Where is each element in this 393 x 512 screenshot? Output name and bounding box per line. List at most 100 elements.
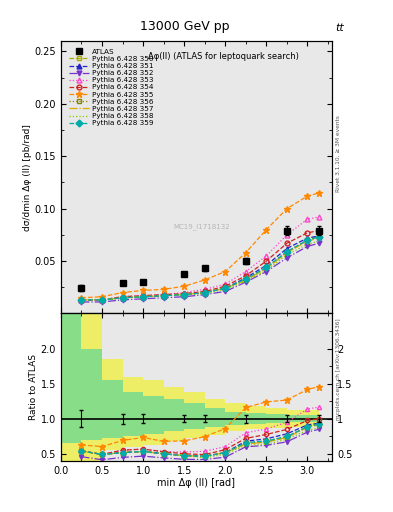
X-axis label: min Δφ (ll) [rad]: min Δφ (ll) [rad] [158,478,235,488]
Pythia 6.428 354 [120,294,125,300]
Pythia 6.428 358 [243,278,248,284]
Pythia 6.428 355 [182,283,187,289]
Pythia 6.428 351 [223,285,228,291]
Pythia 6.428 356 [202,289,207,295]
Pythia 6.428 359 [182,291,187,297]
Pythia 6.428 357 [202,289,207,295]
Pythia 6.428 355 [305,193,310,199]
Pythia 6.428 350 [161,292,166,298]
Pythia 6.428 356 [305,237,310,243]
Pythia 6.428 357 [161,292,166,298]
Pythia 6.428 356 [100,297,105,303]
Pythia 6.428 352 [100,299,105,305]
Pythia 6.428 355 [285,206,289,212]
Pythia 6.428 356 [161,292,166,298]
Pythia 6.428 358 [100,297,105,303]
Pythia 6.428 351 [264,262,269,268]
Pythia 6.428 350 [285,250,289,256]
Pythia 6.428 351 [100,297,105,303]
Pythia 6.428 358 [305,241,310,247]
Line: Pythia 6.428 351: Pythia 6.428 351 [79,233,321,302]
Pythia 6.428 355 [141,287,145,293]
Pythia 6.428 357 [264,265,269,271]
Pythia 6.428 355 [317,190,321,196]
Pythia 6.428 351 [305,235,310,241]
Pythia 6.428 353 [182,289,187,295]
Pythia 6.428 358 [161,292,166,298]
Pythia 6.428 351 [317,233,321,239]
Pythia 6.428 356 [243,276,248,282]
Pythia 6.428 358 [79,297,84,303]
Y-axis label: dσ/dmin Δφ (ll) [pb/rad]: dσ/dmin Δφ (ll) [pb/rad] [23,124,32,231]
Pythia 6.428 353 [141,292,145,298]
Pythia 6.428 350 [317,233,321,239]
Pythia 6.428 357 [120,295,125,301]
Pythia 6.428 358 [317,238,321,244]
Pythia 6.428 351 [182,291,187,297]
Line: Pythia 6.428 350: Pythia 6.428 350 [79,233,321,302]
Pythia 6.428 354 [243,273,248,279]
Pythia 6.428 355 [79,295,84,301]
Pythia 6.428 359 [285,248,289,254]
Pythia 6.428 354 [79,297,84,303]
Pythia 6.428 351 [202,289,207,295]
Y-axis label: Ratio to ATLAS: Ratio to ATLAS [29,354,38,420]
Pythia 6.428 352 [264,268,269,274]
Pythia 6.428 353 [285,232,289,238]
Pythia 6.428 352 [243,279,248,285]
Pythia 6.428 357 [305,238,310,244]
Pythia 6.428 353 [317,214,321,220]
Pythia 6.428 350 [79,297,84,303]
Pythia 6.428 352 [141,296,145,302]
Pythia 6.428 356 [264,264,269,270]
Pythia 6.428 355 [202,277,207,283]
Pythia 6.428 352 [120,297,125,303]
Line: Pythia 6.428 358: Pythia 6.428 358 [81,241,319,300]
Line: Pythia 6.428 352: Pythia 6.428 352 [79,241,321,305]
Pythia 6.428 355 [264,227,269,233]
Pythia 6.428 358 [182,291,187,297]
Pythia 6.428 351 [79,297,84,303]
Pythia 6.428 358 [264,267,269,273]
Pythia 6.428 354 [264,258,269,264]
Line: Pythia 6.428 356: Pythia 6.428 356 [79,234,321,302]
Pythia 6.428 353 [79,297,84,303]
Line: Pythia 6.428 359: Pythia 6.428 359 [79,234,321,302]
Pythia 6.428 355 [120,289,125,295]
Pythia 6.428 359 [243,276,248,282]
Pythia 6.428 351 [120,295,125,301]
Pythia 6.428 353 [223,281,228,287]
Text: Δφ(ll) (ATLAS for leptoquark search): Δφ(ll) (ATLAS for leptoquark search) [148,52,299,61]
Pythia 6.428 358 [120,295,125,301]
Text: 13000 GeV pp: 13000 GeV pp [140,20,230,33]
Pythia 6.428 351 [243,275,248,281]
Pythia 6.428 357 [317,235,321,241]
Pythia 6.428 357 [223,285,228,291]
Line: Pythia 6.428 355: Pythia 6.428 355 [78,189,322,301]
Pythia 6.428 359 [264,264,269,270]
Pythia 6.428 352 [79,299,84,305]
Pythia 6.428 358 [285,252,289,258]
Pythia 6.428 350 [243,277,248,283]
Pythia 6.428 356 [285,248,289,254]
Line: Pythia 6.428 354: Pythia 6.428 354 [79,228,321,302]
Pythia 6.428 350 [264,265,269,271]
Pythia 6.428 354 [100,297,105,303]
Pythia 6.428 357 [182,291,187,297]
Pythia 6.428 350 [305,237,310,243]
Pythia 6.428 353 [305,216,310,222]
Pythia 6.428 358 [202,290,207,296]
Pythia 6.428 353 [161,291,166,297]
Pythia 6.428 355 [223,268,228,274]
Pythia 6.428 352 [182,294,187,300]
Text: MC19_I1718132: MC19_I1718132 [174,223,230,230]
Pythia 6.428 355 [243,250,248,256]
Pythia 6.428 350 [182,291,187,297]
Pythia 6.428 359 [305,237,310,243]
Pythia 6.428 355 [100,294,105,300]
Pythia 6.428 351 [285,245,289,251]
Pythia 6.428 353 [264,253,269,259]
Text: Rivet 3.1.10, ≥ 3M events: Rivet 3.1.10, ≥ 3M events [336,115,341,192]
Pythia 6.428 353 [120,294,125,300]
Pythia 6.428 353 [202,286,207,292]
